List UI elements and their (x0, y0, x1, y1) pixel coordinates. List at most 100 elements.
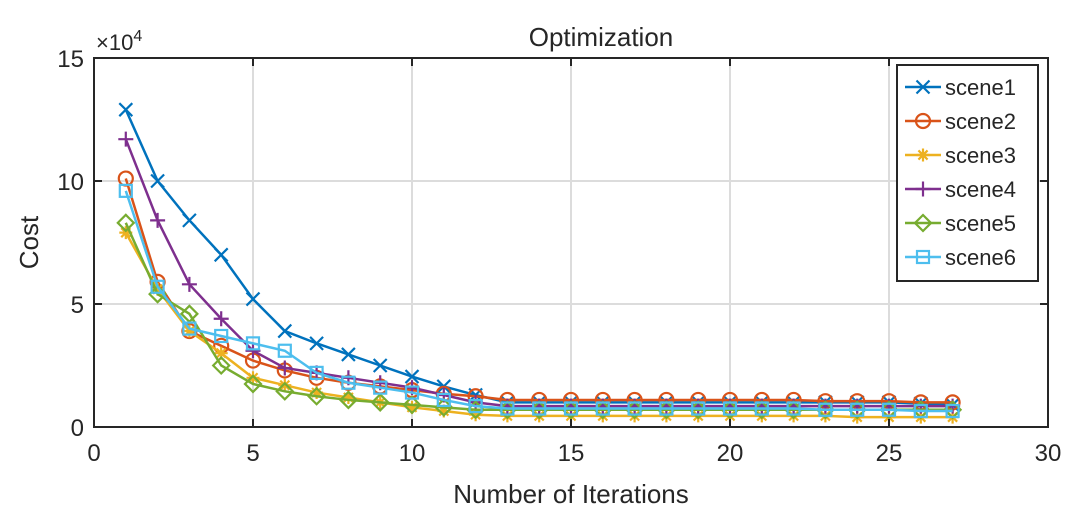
data-point (182, 321, 197, 336)
data-point (468, 398, 483, 414)
data-point (277, 323, 293, 339)
series-layer (116, 102, 963, 424)
data-point (722, 401, 738, 416)
legend-label: scene1 (945, 75, 1016, 100)
legend-item: scene3 (905, 143, 1016, 168)
data-point (372, 358, 388, 373)
y-axis-label: Cost (14, 215, 44, 269)
tick-marks (93, 57, 1049, 428)
data-point (469, 408, 483, 422)
data-point (277, 360, 293, 376)
data-point (275, 381, 295, 401)
data-point (437, 404, 451, 418)
data-point (119, 226, 133, 240)
data-point (787, 409, 801, 423)
data-point (150, 212, 166, 228)
data-point (341, 375, 356, 390)
data-point (182, 213, 197, 228)
data-point (214, 346, 228, 360)
data-point (915, 249, 931, 265)
data-point (564, 409, 578, 423)
x-tick-label: 5 (246, 440, 259, 467)
legend-label: scene2 (945, 109, 1016, 134)
data-point (150, 173, 165, 189)
data-point (532, 409, 546, 423)
tick-labels: 0 5 10 15 20 25 30 0 5 10 15 (57, 46, 1061, 467)
data-point (309, 365, 324, 380)
data-point (754, 401, 769, 416)
series-scene6 (118, 183, 960, 419)
data-point (150, 279, 165, 294)
data-point (310, 386, 324, 400)
data-point (118, 183, 133, 198)
data-point (370, 392, 390, 412)
legend-item: scene2 (905, 109, 1016, 134)
data-point (881, 402, 897, 417)
data-point (405, 400, 419, 414)
data-point (341, 390, 355, 404)
exponent-power: 4 (133, 28, 142, 45)
data-point (913, 213, 933, 233)
data-point (211, 355, 231, 376)
x-tick-label: 0 (87, 440, 100, 467)
data-point (214, 328, 229, 344)
y-tick-label: 10 (57, 169, 84, 196)
x-tick-label: 15 (558, 440, 585, 467)
data-point (309, 336, 324, 351)
y-axis-exponent: ×104 (96, 28, 142, 55)
data-point (404, 385, 420, 400)
x-tick-label: 20 (717, 440, 744, 467)
data-point (691, 401, 706, 416)
legend-label: scene6 (945, 245, 1016, 270)
data-point (213, 247, 229, 263)
data-point (915, 181, 931, 197)
data-point (116, 213, 136, 233)
legend-item: scene4 (905, 177, 1016, 202)
data-point (436, 392, 451, 408)
chart-title: Optimization (529, 22, 674, 52)
data-point (627, 401, 642, 416)
series-line (124, 109, 953, 407)
legend-label: scene3 (945, 143, 1016, 168)
x-tick-label: 10 (399, 440, 426, 467)
legend-item: scene6 (905, 245, 1016, 270)
data-point (818, 402, 833, 417)
legend-box (896, 64, 1039, 282)
series-line (124, 190, 953, 413)
data-point (945, 403, 960, 419)
series-line (124, 222, 953, 412)
legend: scene1 scene2 scene3 scene4 scene5 scene6 (896, 64, 1039, 282)
data-point (402, 395, 422, 415)
data-point (118, 131, 134, 147)
data-point (246, 371, 260, 385)
data-point (182, 324, 196, 338)
data-point (341, 347, 356, 362)
y-tick-label: 0 (71, 415, 84, 442)
data-point (278, 378, 292, 392)
x-tick-label: 25 (876, 440, 903, 467)
data-point (916, 148, 930, 162)
data-point (245, 291, 261, 307)
series-line (124, 178, 953, 404)
data-point (213, 311, 229, 327)
grid-lines (94, 58, 1048, 427)
data-point (628, 409, 642, 423)
data-point (151, 282, 165, 296)
data-point (915, 79, 931, 95)
data-point (245, 336, 261, 351)
x-axis-label: Number of Iterations (453, 479, 689, 509)
exponent-base: ×10 (96, 30, 133, 55)
series-scene1 (118, 102, 960, 413)
data-point (277, 343, 292, 358)
data-point (723, 409, 737, 423)
data-point (850, 402, 865, 417)
data-point (755, 409, 769, 423)
legend-label: scene5 (945, 211, 1016, 236)
data-point (500, 401, 515, 416)
y-tick-label: 5 (71, 292, 84, 319)
data-point (596, 409, 610, 423)
data-point (245, 343, 261, 359)
legend-item: scene1 (905, 75, 1016, 100)
data-point (563, 401, 579, 416)
